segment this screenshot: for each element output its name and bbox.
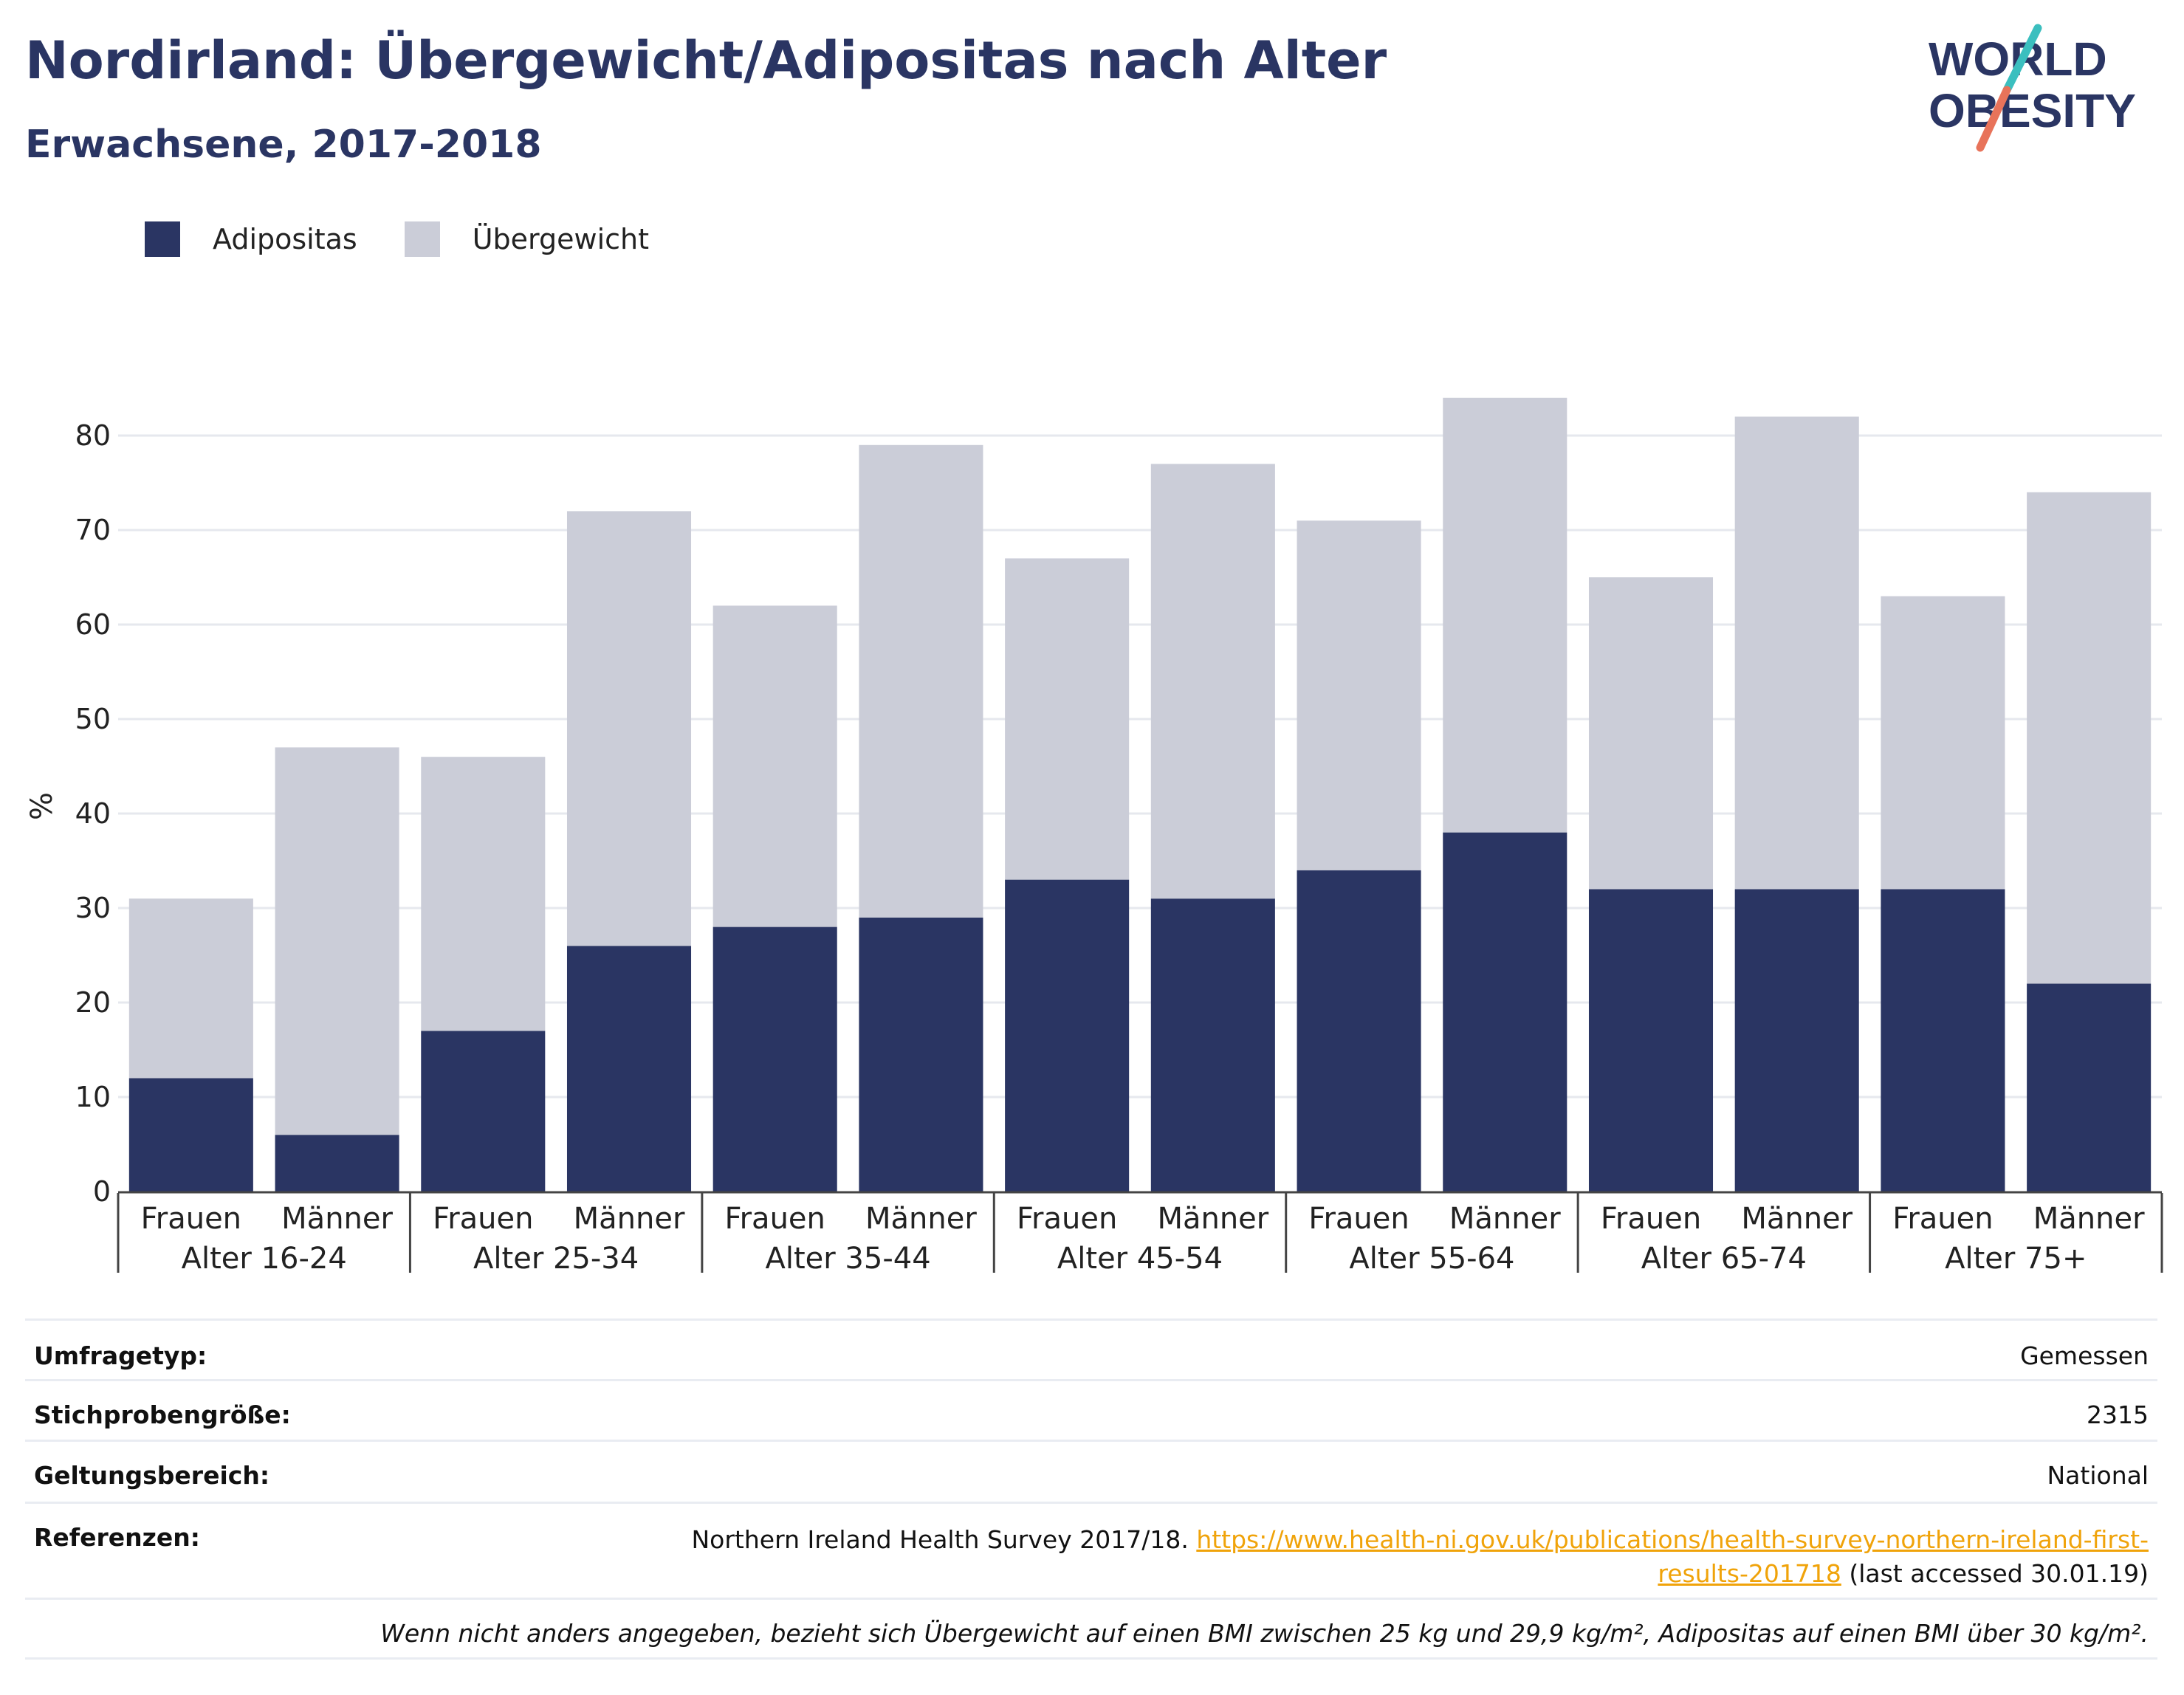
bar-adipositas — [1881, 889, 2005, 1192]
y-tick-label: 70 — [75, 514, 111, 546]
bar-adipositas — [1443, 832, 1567, 1192]
chart-subtitle: Erwachsene, 2017-2018 — [25, 123, 542, 167]
y-tick-label: 60 — [75, 608, 111, 641]
info-value-geltungsbereich: National — [2047, 1461, 2149, 1490]
category-label: Männer — [865, 1202, 977, 1236]
bar-adipositas — [1150, 898, 1275, 1192]
logo-line2: OBESITY — [1929, 84, 2136, 137]
legend-label-adipositas: Adipositas — [213, 223, 357, 255]
bar-uebergewicht — [128, 898, 253, 1079]
bar-uebergewicht — [1297, 520, 1421, 870]
info-value-referenzen: Northern Ireland Health Survey 2017/18. … — [672, 1523, 2157, 1591]
group-label: Alter 65-74 — [1641, 1242, 1807, 1276]
bar-adipositas — [1005, 879, 1130, 1192]
bar-uebergewicht — [421, 757, 546, 1031]
category-label: Frauen — [1017, 1202, 1117, 1236]
y-tick-label: 10 — [75, 1081, 111, 1113]
bar-uebergewicht — [566, 511, 692, 946]
reference-link[interactable]: https://www.health-ni.gov.uk/publication… — [1196, 1525, 2149, 1588]
group-label: Alter 16-24 — [182, 1242, 347, 1276]
category-label: Männer — [281, 1202, 393, 1236]
category-label: Frauen — [1308, 1202, 1409, 1236]
logo-slash-coral — [1976, 86, 2011, 152]
bar-uebergewicht — [1881, 596, 2005, 890]
category-label: Frauen — [1601, 1202, 1701, 1236]
bar-adipositas — [421, 1031, 546, 1192]
info-label-stichprobe: Stichprobengröße: — [34, 1400, 291, 1429]
bar-uebergewicht — [712, 605, 837, 927]
bar-adipositas — [1297, 870, 1421, 1192]
world-obesity-logo: WORLD OBESITY — [1929, 24, 2136, 152]
category-label: Männer — [1741, 1202, 1852, 1236]
bar-uebergewicht — [2027, 492, 2152, 984]
category-label: Männer — [2033, 1202, 2145, 1236]
info-table: Umfragetyp: Gemessen Stichprobengröße: 2… — [25, 1318, 2157, 1660]
info-label-referenzen: Referenzen: — [34, 1523, 200, 1552]
info-label-umfragetyp: Umfragetyp: — [34, 1341, 207, 1370]
info-row-note: Wenn nicht anders angegeben, bezieht sic… — [25, 1598, 2157, 1660]
bar-uebergewicht — [1005, 558, 1130, 880]
category-label: Frauen — [725, 1202, 825, 1236]
legend-label-uebergewicht: Übergewicht — [472, 223, 649, 255]
group-label: Alter 55-64 — [1349, 1242, 1514, 1276]
y-tick-label: 0 — [93, 1175, 111, 1208]
category-label: Männer — [574, 1202, 685, 1236]
info-row-stichprobe: Stichprobengröße: 2315 — [25, 1379, 2157, 1440]
category-label: Männer — [1157, 1202, 1268, 1236]
bar-adipositas — [566, 946, 692, 1192]
bar-adipositas — [128, 1078, 253, 1192]
chart-title: Nordirland: Übergewicht/Adipositas nach … — [25, 30, 1387, 91]
group-label: Alter 75+ — [1945, 1242, 2087, 1276]
footnote: Wenn nicht anders angegeben, bezieht sic… — [380, 1619, 2149, 1648]
reference-text: Northern Ireland Health Survey 2017/18. — [691, 1525, 1189, 1554]
bar-uebergewicht — [275, 747, 399, 1135]
group-label: Alter 25-34 — [473, 1242, 639, 1276]
legend-item-uebergewicht[interactable]: Übergewicht — [404, 221, 649, 257]
bar-adipositas — [1734, 889, 1859, 1192]
bar-adipositas — [712, 926, 837, 1192]
legend-item-adipositas[interactable]: Adipositas — [145, 221, 357, 257]
logo-slash-teal — [2002, 24, 2042, 94]
category-label: Frauen — [141, 1202, 241, 1236]
bar-adipositas — [1588, 889, 1714, 1192]
bar-adipositas — [859, 917, 983, 1192]
info-row-referenzen: Referenzen: Northern Ireland Health Surv… — [25, 1502, 2157, 1598]
y-tick-label: 40 — [75, 797, 111, 830]
info-row-geltungsbereich: Geltungsbereich: National — [25, 1440, 2157, 1502]
category-label: Männer — [1449, 1202, 1561, 1236]
legend-swatch-uebergewicht — [404, 221, 440, 257]
bar-uebergewicht — [1588, 577, 1714, 890]
y-tick-label: 50 — [75, 703, 111, 735]
bar-uebergewicht — [1443, 397, 1567, 833]
info-label-geltungsbereich: Geltungsbereich: — [34, 1461, 270, 1490]
bar-uebergewicht — [1734, 416, 1859, 890]
y-tick-label: 30 — [75, 892, 111, 924]
info-value-umfragetyp: Gemessen — [2020, 1341, 2149, 1370]
bar-chart: 0 10 20 30 40 50 60 70 80% Frauen Männer Alter 16-2… — [25, 397, 2163, 1276]
bar-adipositas — [2027, 983, 2152, 1192]
category-label: Frauen — [433, 1202, 533, 1236]
category-label: Frauen — [1892, 1202, 1993, 1236]
bar-uebergewicht — [1150, 464, 1275, 899]
info-row-umfragetyp: Umfragetyp: Gemessen — [25, 1318, 2157, 1379]
bar-uebergewicht — [859, 444, 983, 918]
y-tick-label: 20 — [75, 986, 111, 1019]
info-value-stichprobe: 2315 — [2087, 1400, 2149, 1429]
bar-adipositas — [275, 1135, 399, 1192]
group-label: Alter 35-44 — [765, 1242, 930, 1276]
y-axis-label: % — [25, 792, 59, 820]
legend: Adipositas Übergewicht — [145, 219, 696, 260]
y-tick-label: 80 — [75, 419, 111, 452]
group-label: Alter 45-54 — [1057, 1242, 1223, 1276]
legend-swatch-adipositas — [145, 221, 180, 257]
reference-accessed: (last accessed 30.01.19) — [1849, 1559, 2149, 1588]
